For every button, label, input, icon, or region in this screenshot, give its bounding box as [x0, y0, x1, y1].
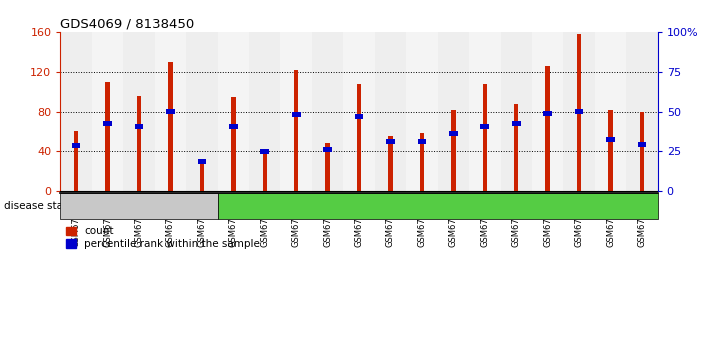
Bar [249, 32, 280, 191]
Bar [483, 84, 487, 191]
Bar [451, 109, 456, 191]
Bar [375, 32, 406, 191]
Bar [406, 32, 438, 191]
Bar [231, 97, 235, 191]
Bar [103, 121, 112, 126]
Bar [280, 32, 312, 191]
Bar [386, 139, 395, 144]
Bar [481, 124, 489, 129]
Bar [166, 109, 175, 114]
Bar [105, 82, 109, 191]
Bar [609, 109, 613, 191]
Bar [640, 112, 644, 191]
Bar [292, 112, 301, 117]
Bar [137, 96, 141, 191]
Bar [326, 143, 330, 191]
Bar [134, 124, 144, 129]
Bar [343, 32, 375, 191]
Bar [501, 32, 532, 191]
Text: disease state ▶: disease state ▶ [4, 201, 85, 211]
Bar [229, 124, 237, 129]
Bar [626, 32, 658, 191]
Bar [388, 136, 392, 191]
Bar [512, 121, 520, 126]
Bar [355, 114, 363, 119]
Bar [574, 109, 584, 114]
Bar [260, 149, 269, 154]
Bar [469, 32, 501, 191]
Bar [606, 137, 615, 142]
Bar [92, 32, 123, 191]
Bar [417, 139, 427, 144]
Bar [563, 32, 595, 191]
Bar [543, 111, 552, 116]
Bar [218, 32, 249, 191]
Bar [72, 143, 80, 148]
Bar [438, 32, 469, 191]
Bar [357, 84, 361, 191]
Bar [514, 104, 518, 191]
Legend: count, percentile rank within the sample: count, percentile rank within the sample [65, 227, 260, 249]
Text: GDS4069 / 8138450: GDS4069 / 8138450 [60, 18, 195, 31]
Bar [155, 32, 186, 191]
Text: triple negative breast cancer: triple negative breast cancer [78, 202, 200, 211]
Bar [60, 32, 92, 191]
Bar [545, 66, 550, 191]
Bar [294, 70, 299, 191]
Bar [74, 131, 78, 191]
Bar [123, 32, 155, 191]
Bar [595, 32, 626, 191]
Bar [169, 62, 173, 191]
Bar [200, 161, 204, 191]
Bar [186, 32, 218, 191]
Bar [449, 131, 458, 136]
Text: non-triple negative breast cancer: non-triple negative breast cancer [351, 201, 525, 211]
Bar [324, 147, 332, 152]
Bar [312, 32, 343, 191]
Bar [577, 34, 582, 191]
Bar [638, 142, 646, 147]
Bar [419, 133, 424, 191]
Bar [262, 152, 267, 191]
Bar [532, 32, 563, 191]
Bar [198, 159, 206, 164]
